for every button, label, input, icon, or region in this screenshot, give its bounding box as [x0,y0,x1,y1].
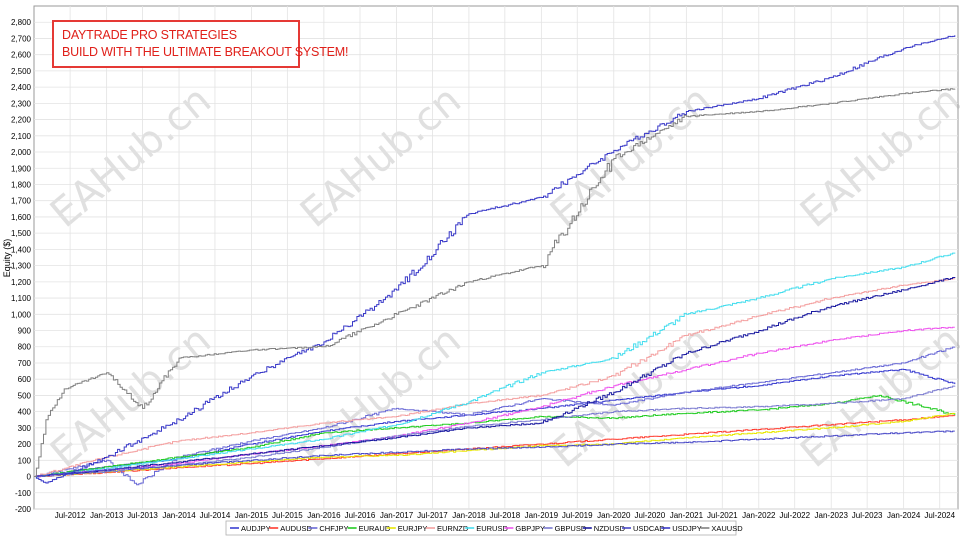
y-tick-label: 500 [18,391,32,400]
y-tick-label: 2,700 [11,34,32,43]
y-tick-label: 200 [18,440,32,449]
series-line-usdjpy [34,35,956,484]
legend-label: AUDJPY [241,524,271,533]
x-tick-label: Jan-2022 [742,511,776,520]
y-tick-label: 2,300 [11,99,32,108]
y-tick-label: 0 [27,473,32,482]
series-line-euraud [34,394,956,477]
y-tick-label: 400 [18,408,32,417]
series-line-gbpjpy [34,326,955,478]
y-tick-label: 600 [18,375,32,384]
series-line-eurjpy [34,412,956,477]
series-line-nzdusd [34,277,956,477]
strategy-banner: DAYTRADE PRO STRATEGIES BUILD WITH THE U… [52,20,349,68]
x-tick-label: Jan-2017 [380,511,414,520]
y-tick-label: 1,100 [11,294,32,303]
x-tick-label: Jan-2023 [815,511,849,520]
watermark-text: EAHub.cn [792,317,960,477]
watermark-text: EAHub.cn [42,77,220,237]
legend-label: EURNZD [437,524,469,533]
legend-label: EURAUD [359,524,391,533]
legend-label: GBPJPY [515,524,545,533]
series-line-chfjpy [34,346,956,486]
y-tick-label: 800 [18,343,32,352]
x-tick-label: Jan-2015 [235,511,269,520]
y-tick-label: 1,500 [11,229,32,238]
x-tick-label: Jul-2021 [707,511,738,520]
banner-line-1: DAYTRADE PRO STRATEGIES [62,28,237,42]
y-tick-label: 2,100 [11,132,32,141]
x-tick-label: Jan-2013 [90,511,124,520]
legend-label: USDCAD [633,524,665,533]
legend-label: AUDUSD [280,524,312,533]
x-tick-label: Jul-2013 [127,511,158,520]
x-tick-label: Jan-2020 [597,511,631,520]
series-line-eurusd [34,252,956,478]
legend-label: EURJPY [398,524,428,533]
y-tick-label: 2,200 [11,116,32,125]
y-tick-label: 100 [18,456,32,465]
series-line-usdcad [34,430,955,477]
y-tick-label: 1,200 [11,278,32,287]
y-tick-label: 1,000 [11,310,32,319]
y-tick-label: 700 [18,359,32,368]
y-tick-label: 2,600 [11,51,32,60]
legend-label: CHFJPY [319,524,348,533]
y-tick-label: 2,800 [11,18,32,27]
watermark-text: EAHub.cn [542,77,720,237]
y-tick-label: 1,800 [11,180,32,189]
legend-label: GBPUSD [555,524,587,533]
watermark-text: EAHub.cn [292,77,470,237]
x-tick-label: Jan-2016 [307,511,341,520]
x-tick-label: Jul-2016 [345,511,376,520]
watermark-layer: EAHub.cn EAHub.cn EAHub.cn EAHub.cn EAHub.cn… [42,77,960,477]
x-tick-label: Jul-2014 [200,511,231,520]
series-lines [34,35,956,486]
y-tick-label: 2,500 [11,67,32,76]
x-axis-ticks: Jul-2012 Jan-2013 Jul-2013 Jan-2014 Jul-2014… [55,511,956,520]
x-tick-label: Jul-2012 [55,511,86,520]
legend-label: USDJPY [672,524,702,533]
x-tick-label: Jul-2018 [489,511,520,520]
y-tick-label: 2,400 [11,83,32,92]
watermark-text: EAHub.cn [542,317,720,477]
y-tick-label: 1,300 [11,262,32,271]
x-tick-label: Jan-2018 [452,511,486,520]
legend-label: NZDUSD [594,524,626,533]
x-tick-label: Jan-2024 [887,511,921,520]
x-tick-label: Jul-2022 [779,511,810,520]
y-axis-title: Equity ($) [2,239,12,278]
x-tick-label: Jul-2024 [924,511,955,520]
y-tick-label: 2,000 [11,148,32,157]
series-line-xauusd [34,88,956,477]
y-axis-ticks: -200 -100 0 100 200 300 400 500 600 700 800 900 1,00… [11,18,32,514]
x-tick-label: Jul-2019 [562,511,593,520]
x-tick-label: Jan-2019 [525,511,559,520]
x-tick-label: Jul-2023 [852,511,883,520]
y-tick-label: 1,900 [11,164,32,173]
y-tick-label: -100 [15,489,32,498]
y-tick-label: 1,600 [11,213,32,222]
x-tick-label: Jan-2021 [670,511,704,520]
legend: AUDJPY AUDUSD CHFJPY EURAUD EURJPY EURNZD EURU… [225,520,743,536]
y-tick-label: 900 [18,327,32,336]
x-tick-label: Jul-2020 [635,511,666,520]
y-tick-label: 1,700 [11,197,32,206]
legend-box [225,520,737,536]
legend-label: XAUUSD [711,524,743,533]
banner-line-2: BUILD WITH THE ULTIMATE BREAKOUT SYSTEM! [62,45,349,59]
legend-label: EURUSD [476,524,508,533]
y-tick-label: 1,400 [11,245,32,254]
y-tick-label: -200 [15,505,32,514]
series-line-eurnzd [34,278,956,478]
watermark-text: EAHub.cn [792,77,960,237]
x-tick-label: Jul-2015 [272,511,303,520]
x-tick-label: Jul-2017 [417,511,448,520]
x-tick-label: Jan-2014 [162,511,196,520]
y-tick-label: 300 [18,424,32,433]
